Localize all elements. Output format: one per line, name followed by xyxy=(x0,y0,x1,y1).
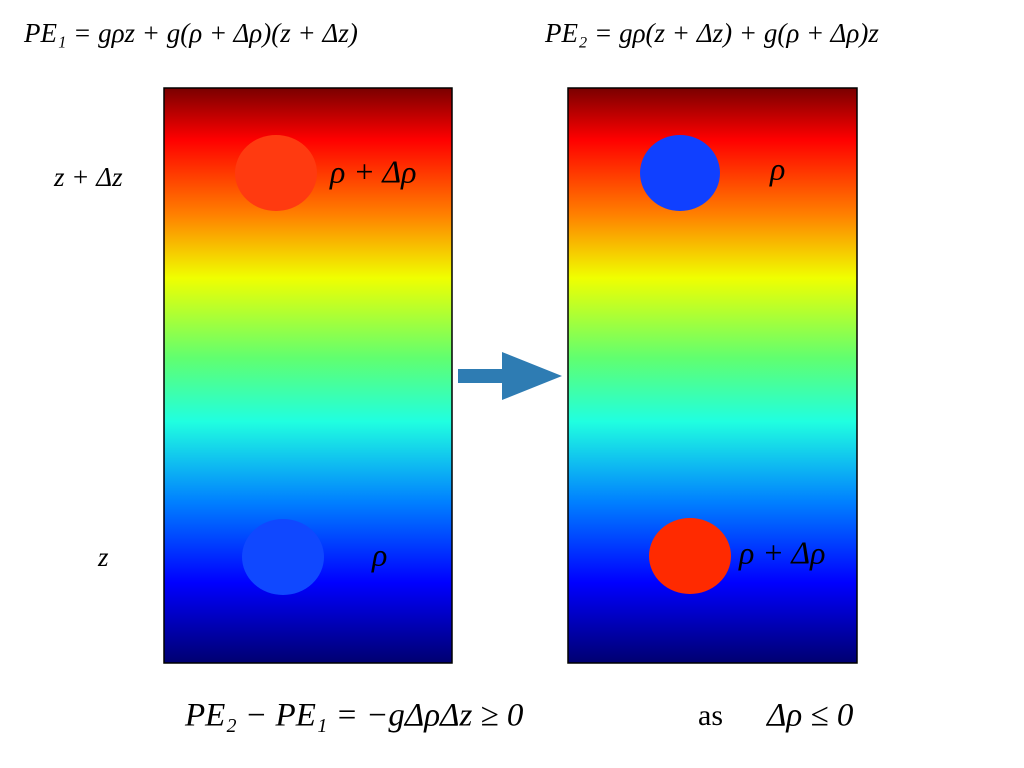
parcel-label: ρ xyxy=(769,150,785,186)
parcel-light xyxy=(242,519,324,595)
formula-left: PE₁ = gρz + g(ρ + Δρ)(z + Δz) xyxy=(23,18,358,48)
arrow xyxy=(458,352,562,400)
conclusion-word: as xyxy=(698,699,723,732)
parcel-label: ρ + Δρ xyxy=(738,534,826,570)
conclusion-condition: Δρ ≤ 0 xyxy=(765,698,854,734)
height-label: z xyxy=(97,542,109,572)
parcel-label: ρ xyxy=(371,536,387,572)
parcel-dense xyxy=(235,135,317,211)
parcel-light xyxy=(640,135,720,211)
parcel-label: ρ + Δρ xyxy=(329,153,417,189)
formula-right: PE₂ = gρ(z + Δz) + g(ρ + Δρ)z xyxy=(544,18,879,48)
height-label: z + Δz xyxy=(53,162,123,192)
conclusion-equation: PE₂ − PE₁ = −gΔρΔz ≥ 0 xyxy=(184,698,524,734)
parcel-dense xyxy=(649,518,731,594)
